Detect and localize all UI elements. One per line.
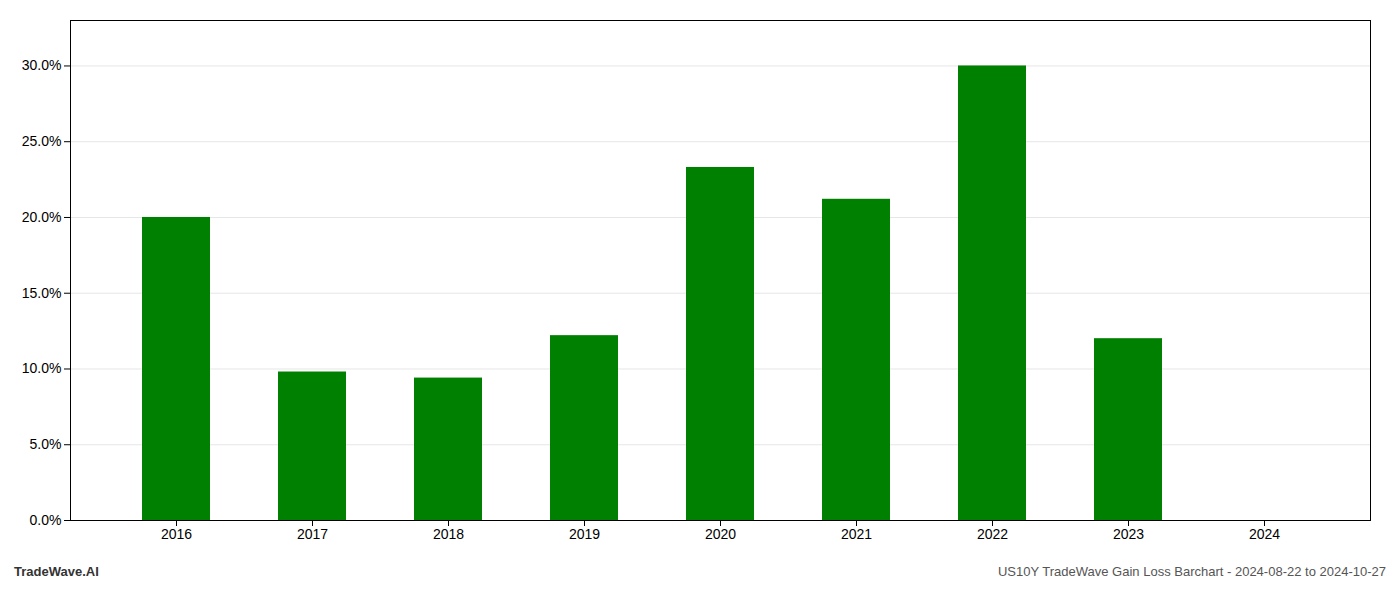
svg-text:0.0%: 0.0% [30,512,62,528]
html-text:US10Y TradeWave Gain Loss Barc: US10Y TradeWave Gain Loss Barchart - 202… [997,564,1386,579]
svg-text:2017: 2017 [297,526,328,542]
svg-text:2022: 2022 [977,526,1008,542]
svg-text:2021: 2021 [841,526,872,542]
svg-text:2024: 2024 [1249,526,1280,542]
svg-text:15.0%: 15.0% [22,285,62,301]
svg-text:2023: 2023 [1113,526,1144,542]
html-text:TradeWave.AI: TradeWave.AI [14,564,99,579]
svg-text:30.0%: 30.0% [22,57,62,73]
svg-text:2019: 2019 [569,526,600,542]
svg-text:10.0%: 10.0% [22,360,62,376]
svg-text:2016: 2016 [161,526,192,542]
svg-text:20.0%: 20.0% [22,209,62,225]
svg-text:2020: 2020 [705,526,736,542]
svg-text:5.0%: 5.0% [30,436,62,452]
svg-text:2018: 2018 [433,526,464,542]
svg-text:25.0%: 25.0% [22,133,62,149]
